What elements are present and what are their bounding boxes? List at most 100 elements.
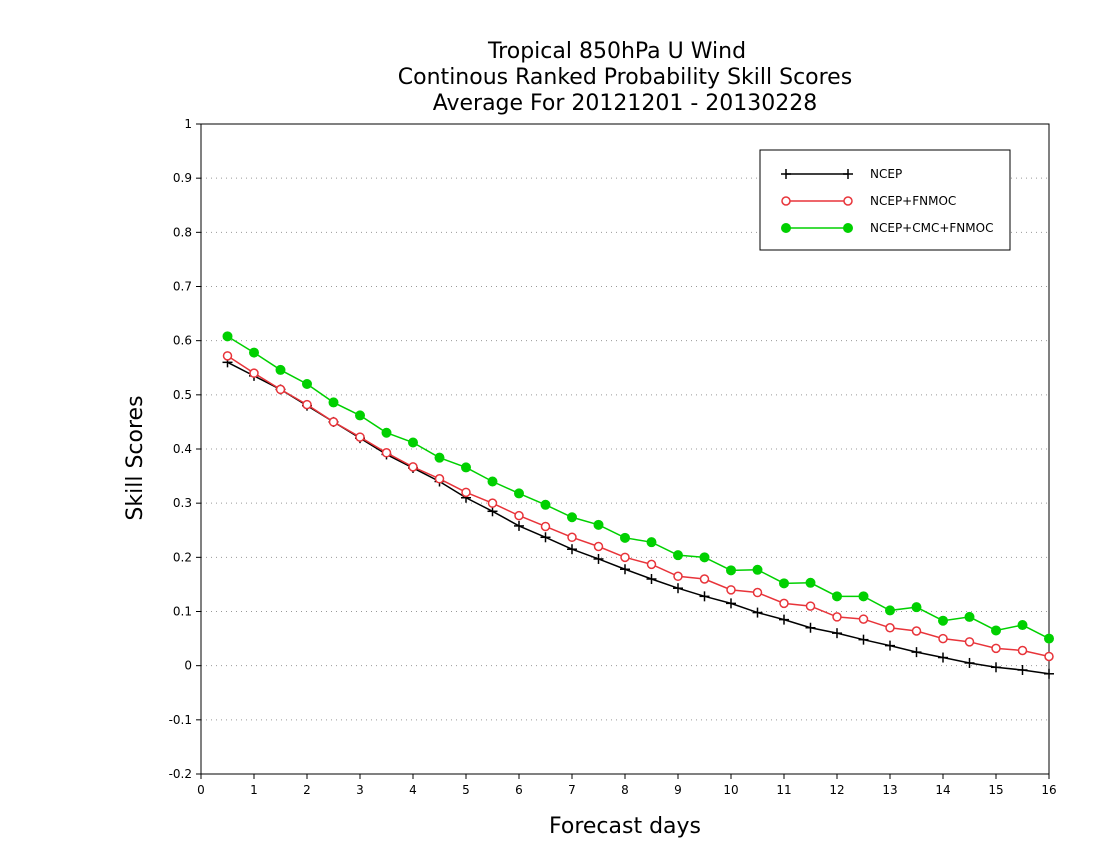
data-point-ncep-fnmoc bbox=[726, 585, 736, 595]
y-tick-label: 0 bbox=[184, 659, 192, 673]
y-tick-label: 0.1 bbox=[173, 605, 192, 619]
x-tick-label: 12 bbox=[829, 783, 844, 797]
series-line-ncep bbox=[227, 361, 1050, 675]
data-point-ncep-fnmoc bbox=[514, 510, 524, 521]
data-point-ncep-fnmoc bbox=[911, 626, 922, 636]
data-point-ncep-cmc-fnmoc bbox=[885, 605, 895, 616]
legend-item-ncep-cmc-fnmoc: NCEP+CMC+FNMOC bbox=[781, 221, 993, 235]
data-point-ncep-cmc-fnmoc bbox=[620, 532, 630, 543]
data-point-ncep bbox=[1044, 668, 1054, 679]
data-point-ncep-cmc-fnmoc bbox=[991, 625, 1001, 636]
y-tick-label: 0.7 bbox=[173, 280, 192, 294]
legend-swatch-marker bbox=[843, 223, 853, 233]
legend-swatch-marker bbox=[781, 196, 791, 206]
data-point-ncep bbox=[540, 532, 551, 543]
data-point-ncep bbox=[567, 544, 577, 555]
x-tick-label: 4 bbox=[409, 783, 417, 797]
data-point-ncep-cmc-fnmoc bbox=[540, 499, 551, 510]
data-point-ncep-cmc-fnmoc bbox=[487, 476, 498, 487]
data-point-ncep-fnmoc bbox=[540, 521, 551, 532]
x-tick-label: 1 bbox=[250, 783, 258, 797]
y-tick-label: 0.5 bbox=[173, 388, 192, 402]
data-point-ncep bbox=[1017, 665, 1028, 675]
x-axis-ticks: 0 1 2 3 4 5 6 7 8 9 10 11 12 13 14 15 16 bbox=[197, 774, 1057, 797]
legend-box bbox=[759, 149, 1011, 251]
data-point-ncep-fnmoc bbox=[567, 532, 577, 543]
y-axis-title: Skill Scores bbox=[123, 395, 148, 520]
data-point-ncep bbox=[858, 634, 869, 645]
data-point-ncep-cmc-fnmoc bbox=[302, 379, 312, 389]
data-point-ncep-fnmoc bbox=[1017, 645, 1028, 656]
data-point-ncep-fnmoc bbox=[699, 574, 710, 584]
data-point-ncep bbox=[964, 657, 975, 668]
x-tick-label: 3 bbox=[356, 783, 364, 797]
x-tick-label: 5 bbox=[462, 783, 470, 797]
data-point-ncep-cmc-fnmoc bbox=[1017, 620, 1028, 631]
data-point-ncep-fnmoc bbox=[302, 399, 312, 410]
data-point-ncep-fnmoc bbox=[805, 601, 816, 611]
x-tick-label: 13 bbox=[882, 783, 897, 797]
data-point-ncep-cmc-fnmoc bbox=[461, 462, 471, 473]
data-point-ncep-fnmoc bbox=[752, 587, 763, 598]
y-tick-label: -0.2 bbox=[169, 767, 192, 781]
chart-title: Tropical 850hPa U Wind Continous Ranked … bbox=[398, 39, 852, 116]
chart-title-line-1: Tropical 850hPa U Wind bbox=[487, 39, 746, 64]
data-point-ncep-fnmoc bbox=[461, 487, 471, 498]
legend: NCEP NCEP+FNMOC NCEP+CMC+FNMOC bbox=[759, 149, 1011, 251]
data-point-ncep-cmc-fnmoc bbox=[355, 410, 365, 421]
x-tick-label: 6 bbox=[515, 783, 523, 797]
x-tick-label: 2 bbox=[303, 783, 311, 797]
data-point-ncep-cmc-fnmoc bbox=[938, 615, 948, 626]
data-point-ncep bbox=[779, 614, 789, 625]
data-point-ncep-fnmoc bbox=[779, 598, 789, 609]
data-point-ncep bbox=[991, 662, 1001, 673]
data-point-ncep bbox=[726, 598, 736, 609]
chart-title-line-2: Continous Ranked Probability Skill Score… bbox=[398, 65, 852, 90]
legend-swatch-marker bbox=[843, 169, 853, 179]
data-point-ncep bbox=[911, 647, 922, 658]
data-point-ncep-cmc-fnmoc bbox=[779, 578, 789, 589]
data-point-ncep-cmc-fnmoc bbox=[832, 591, 842, 602]
data-point-ncep bbox=[885, 640, 895, 651]
legend-item-ncep-fnmoc: NCEP+FNMOC bbox=[781, 194, 956, 208]
data-point-ncep-fnmoc bbox=[885, 623, 895, 633]
data-point-ncep-fnmoc bbox=[620, 552, 630, 563]
data-point-ncep bbox=[487, 506, 498, 517]
y-tick-label: 0.8 bbox=[173, 225, 192, 239]
series-ncep bbox=[222, 357, 1054, 679]
y-tick-label: 0.4 bbox=[173, 442, 192, 456]
data-point-ncep-cmc-fnmoc bbox=[328, 397, 339, 408]
data-point-ncep-cmc-fnmoc bbox=[567, 512, 577, 523]
data-point-ncep-fnmoc bbox=[964, 637, 975, 647]
data-point-ncep bbox=[514, 520, 524, 531]
y-axis-ticks: -0.2 -0.1 0 0.1 0.2 0.3 0.4 0.5 0.6 0.7 0.8 0.9 1 bbox=[169, 117, 201, 781]
data-point-ncep-cmc-fnmoc bbox=[805, 577, 816, 588]
data-point-ncep-fnmoc bbox=[355, 432, 365, 442]
data-point-ncep-fnmoc bbox=[673, 571, 683, 582]
data-point-ncep-cmc-fnmoc bbox=[964, 611, 975, 622]
data-point-ncep-cmc-fnmoc bbox=[673, 550, 683, 561]
data-point-ncep-fnmoc bbox=[646, 559, 657, 570]
data-point-ncep-cmc-fnmoc bbox=[726, 565, 736, 576]
legend-item-ncep: NCEP bbox=[781, 167, 902, 181]
data-point-ncep-fnmoc bbox=[381, 448, 392, 458]
data-point-ncep-cmc-fnmoc bbox=[434, 452, 445, 463]
y-tick-label: 0.6 bbox=[173, 334, 192, 348]
x-tick-label: 8 bbox=[621, 783, 629, 797]
grid-lines bbox=[201, 177, 1049, 721]
data-point-ncep-cmc-fnmoc bbox=[752, 564, 763, 575]
x-tick-label: 0 bbox=[197, 783, 205, 797]
x-tick-label: 15 bbox=[988, 783, 1003, 797]
data-point-ncep-cmc-fnmoc bbox=[858, 591, 869, 602]
data-point-ncep-fnmoc bbox=[487, 498, 498, 508]
data-point-ncep bbox=[620, 564, 630, 575]
data-point-ncep-cmc-fnmoc bbox=[593, 519, 604, 530]
legend-label: NCEP bbox=[870, 167, 902, 181]
data-point-ncep-fnmoc bbox=[832, 612, 842, 622]
y-tick-label: 0.9 bbox=[173, 171, 192, 185]
y-tick-label: 1 bbox=[184, 117, 192, 131]
x-tick-label: 9 bbox=[674, 783, 682, 797]
x-tick-label: 11 bbox=[776, 783, 791, 797]
y-tick-label: 0.2 bbox=[173, 550, 192, 564]
